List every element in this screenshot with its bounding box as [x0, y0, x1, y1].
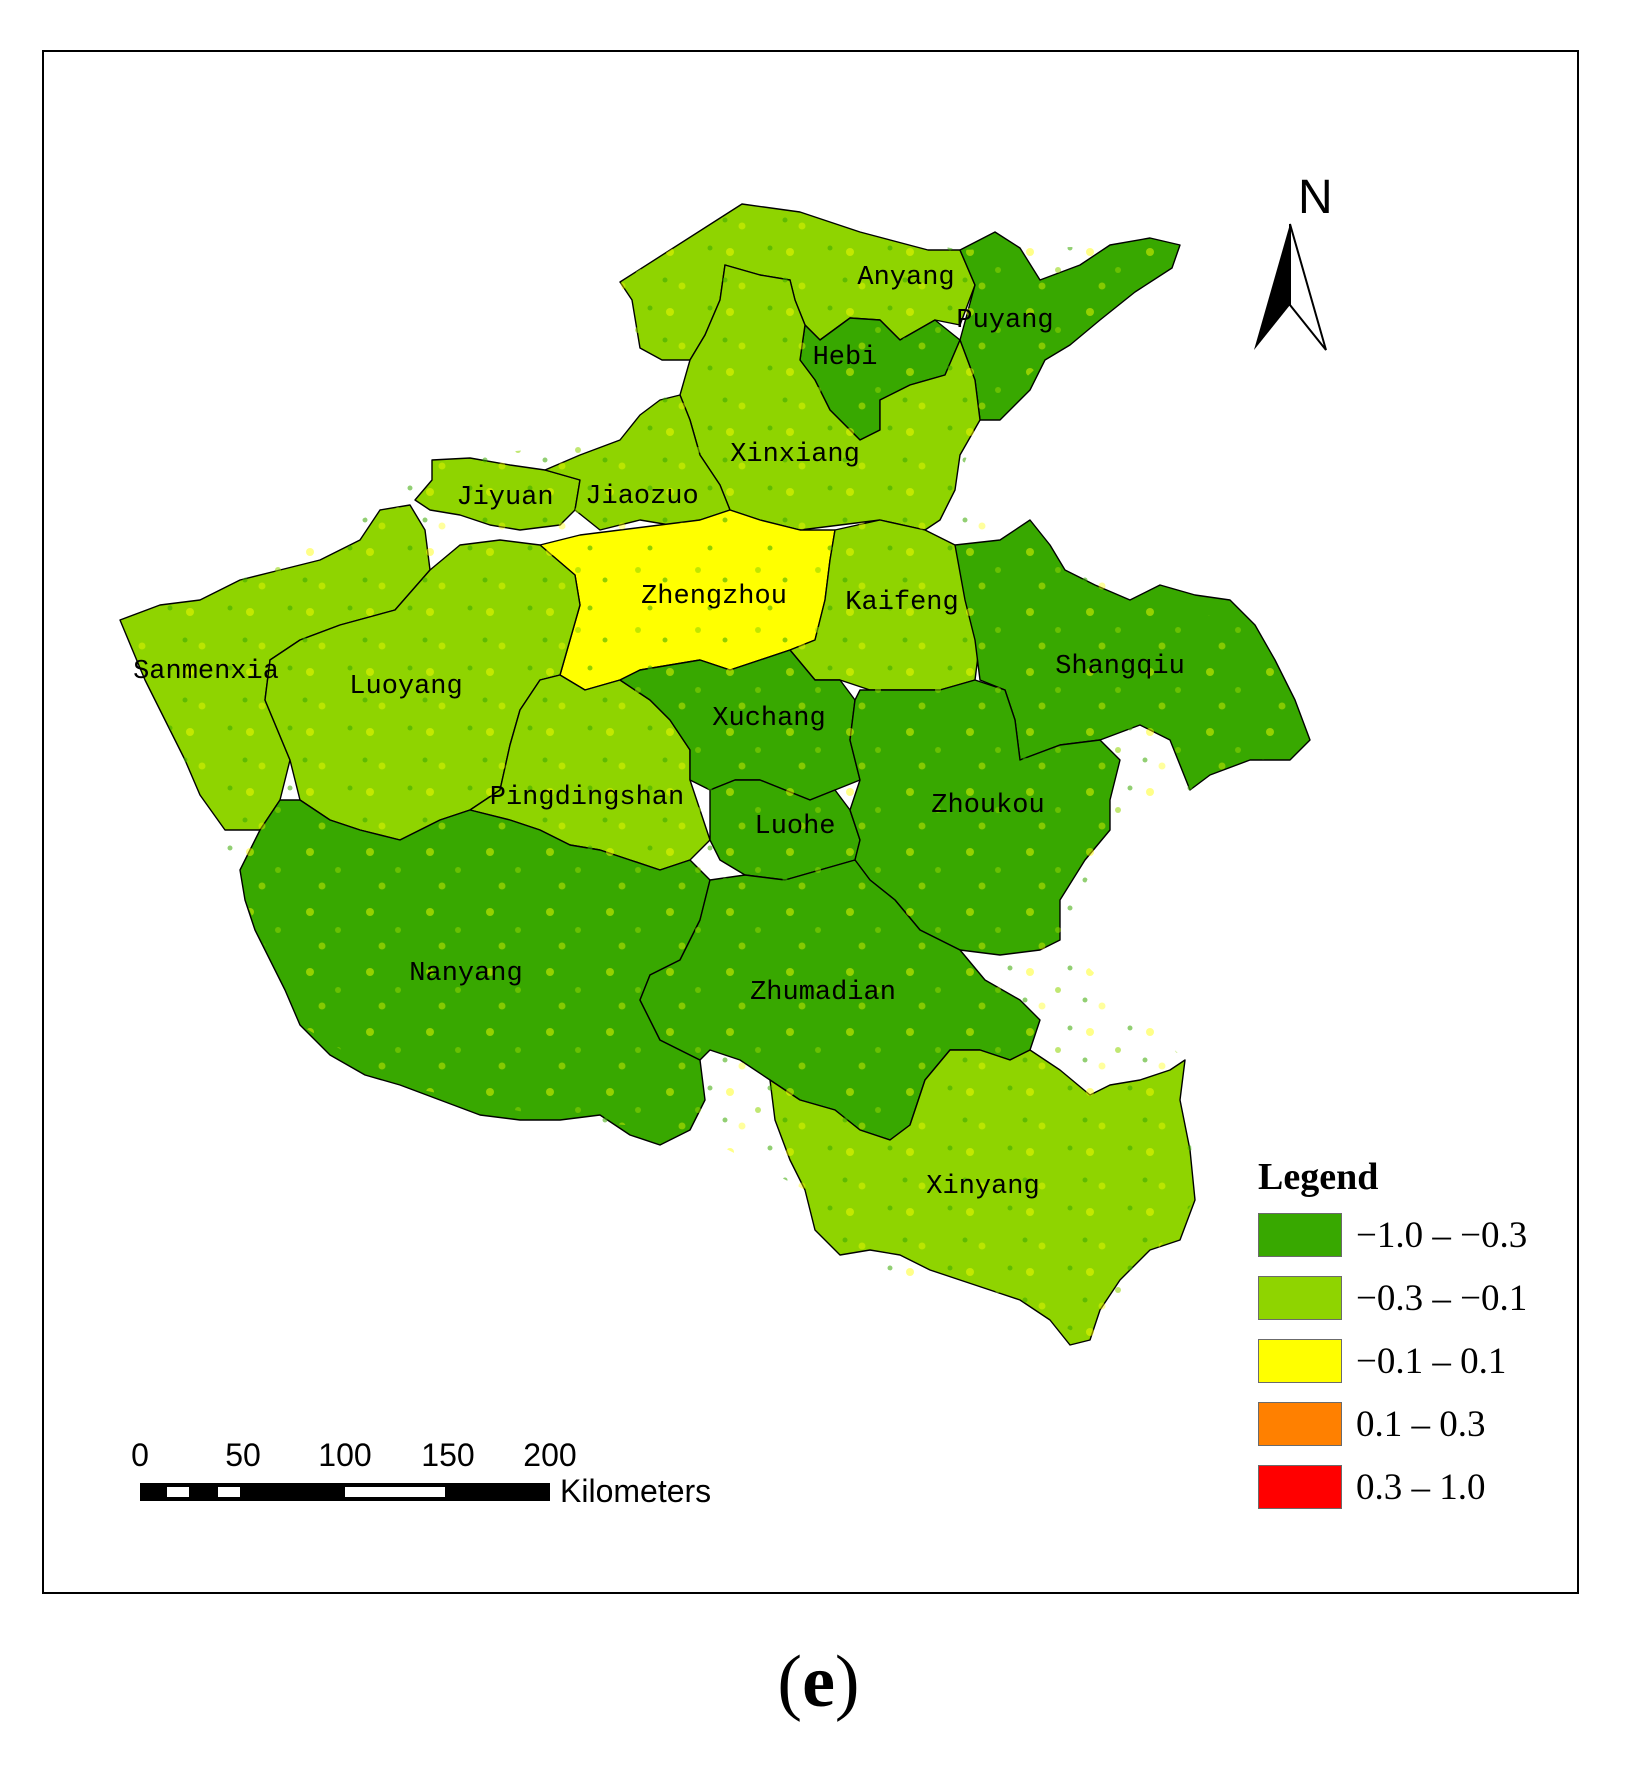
legend-swatch: [1258, 1276, 1342, 1320]
scale-tick-label: 50: [225, 1437, 261, 1473]
scale-tick-label: 200: [523, 1437, 577, 1473]
legend-title: Legend: [1258, 1156, 1379, 1198]
city-label-xuchang: Xuchang: [712, 704, 826, 734]
legend-label: 0.1 – 0.3: [1356, 1403, 1486, 1445]
legend-swatch: [1258, 1402, 1342, 1446]
north-arrow-icon: [1254, 223, 1327, 351]
panel-label: (e): [0, 1640, 1637, 1725]
city-label-pingdingshan: Pingdingshan: [489, 783, 685, 813]
scale-tick-label: 0: [131, 1437, 149, 1473]
legend-item: 0.1 – 0.3: [1258, 1402, 1486, 1446]
legend-item: −0.1 – 0.1: [1258, 1339, 1506, 1383]
city-label-luohe: Luohe: [754, 812, 836, 842]
city-label-xinyang: Xinyang: [926, 1172, 1040, 1202]
legend-swatch: [1258, 1339, 1342, 1383]
city-label-xinxiang: Xinxiang: [730, 440, 860, 470]
city-label-nanyang: Nanyang: [409, 959, 523, 989]
scale-bar: [140, 1483, 550, 1501]
city-label-sanmenxia: Sanmenxia: [133, 657, 279, 687]
city-label-shangqiu: Shangqiu: [1055, 652, 1185, 682]
legend-swatch: [1258, 1465, 1342, 1509]
panel-letter: e: [802, 1641, 835, 1723]
legend-swatch: [1258, 1213, 1342, 1257]
scale-tick-label: 150: [421, 1437, 475, 1473]
city-label-hebi: Hebi: [812, 343, 878, 373]
scale-tick-label: 100: [318, 1437, 372, 1473]
north-label: N: [1298, 171, 1333, 224]
legend-label: −0.3 – −0.1: [1356, 1277, 1528, 1319]
legend-item: 0.3 – 1.0: [1258, 1465, 1486, 1509]
legend-label: −1.0 – −0.3: [1356, 1214, 1528, 1256]
panel-close-paren: ): [834, 1641, 860, 1723]
city-label-jiyuan: Jiyuan: [456, 483, 554, 513]
scale-unit-label: Kilometers: [560, 1473, 712, 1509]
city-label-zhengzhou: Zhengzhou: [641, 582, 787, 612]
legend-label: 0.3 – 1.0: [1356, 1466, 1486, 1508]
legend-item: −0.3 – −0.1: [1258, 1276, 1527, 1320]
panel-open-paren: (: [777, 1641, 803, 1723]
city-label-jiaozuo: Jiaozuo: [585, 482, 699, 512]
city-label-zhumadian: Zhumadian: [750, 978, 896, 1008]
city-label-kaifeng: Kaifeng: [845, 588, 959, 618]
texture-overlay: [120, 204, 1310, 1340]
city-label-puyang: Puyang: [956, 306, 1054, 336]
legend-label: −0.1 – 0.1: [1356, 1340, 1507, 1382]
city-label-zhoukou: Zhoukou: [931, 791, 1045, 821]
city-label-luoyang: Luoyang: [349, 672, 463, 702]
legend-item: −1.0 – −0.3: [1258, 1213, 1527, 1257]
city-label-anyang: Anyang: [857, 263, 955, 293]
